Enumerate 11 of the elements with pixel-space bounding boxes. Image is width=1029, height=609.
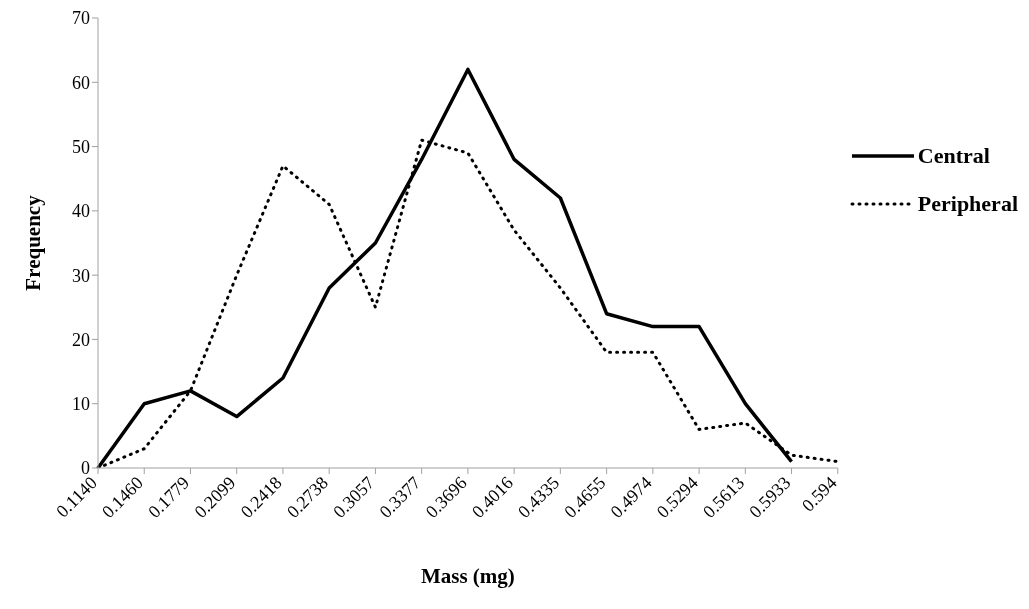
y-tick-label: 60 bbox=[72, 72, 90, 93]
y-tick-label: 30 bbox=[72, 265, 90, 286]
legend-label: Central bbox=[917, 143, 990, 169]
y-axis-title: Frequency bbox=[21, 194, 46, 291]
x-axis-title: Mass (mg) bbox=[420, 564, 515, 588]
y-tick-label: 20 bbox=[72, 329, 90, 350]
y-tick-label: 40 bbox=[72, 201, 90, 222]
y-tick-label: 10 bbox=[72, 394, 90, 415]
y-tick-label: 50 bbox=[72, 136, 90, 157]
legend-label: Peripheral bbox=[917, 191, 1018, 217]
y-tick-label: 70 bbox=[72, 8, 90, 29]
